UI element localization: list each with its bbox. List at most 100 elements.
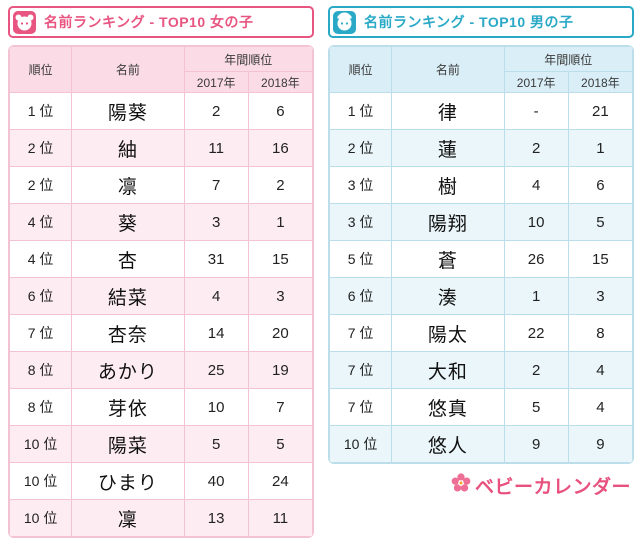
table-row: 10 位凜 13 11: [9, 499, 313, 537]
girls-title-bar: 名前ランキング - TOP10 女の子: [8, 6, 314, 38]
girls-ranking-card: 名前ランキング - TOP10 女の子 順位 名前 年間順位 2017年 201…: [8, 6, 314, 538]
rank-cell: 7 位: [329, 388, 393, 426]
rank-2017-cell: 5: [503, 388, 569, 426]
rank-cell: 7 位: [9, 314, 73, 352]
rank-cell: 6 位: [9, 277, 73, 315]
rank-2018-cell: 8: [567, 314, 633, 352]
rank-cell: 10 位: [9, 499, 73, 537]
table-row: 5 位蒼 26 15: [329, 240, 633, 278]
girl-face-icon: [13, 10, 36, 34]
rank-2017-cell: 9: [503, 425, 569, 463]
rank-cell: 8 位: [9, 388, 73, 426]
table-row: 6 位結菜 4 3: [9, 277, 313, 315]
rank-2018-cell: 20: [247, 314, 313, 352]
rank-2017-cell: 22: [503, 314, 569, 352]
rank-2018-cell: 6: [567, 166, 633, 204]
name-cell: 紬: [71, 129, 185, 167]
rank-2017-cell: 4: [503, 166, 569, 204]
name-cell: 大和: [391, 351, 505, 389]
rank-2017-cell: 26: [503, 240, 569, 278]
table-row: 1 位律 -21: [329, 92, 633, 130]
rank-2017-cell: 5: [183, 425, 249, 463]
rank-2018-cell: 2: [247, 166, 313, 204]
rank-cell: 8 位: [9, 351, 73, 389]
name-cell: 悠真: [391, 388, 505, 426]
rank-cell: 7 位: [329, 314, 393, 352]
rank-cell: 10 位: [9, 462, 73, 500]
year-2017-header: 2017年: [503, 71, 569, 93]
name-cell: 杏奈: [71, 314, 185, 352]
name-cell: 結菜: [71, 277, 185, 315]
boy-face-icon: [333, 10, 356, 34]
table-row: 7 位陽太 22 8: [329, 314, 633, 352]
rank-2017-cell: 3: [183, 203, 249, 241]
girls-title: 名前ランキング - TOP10 女の子: [44, 14, 254, 30]
table-row: 7 位杏奈 14 20: [9, 314, 313, 352]
rank-cell: 10 位: [9, 425, 73, 463]
table-row: 7 位悠真 5 4: [329, 388, 633, 426]
rank-cell: 3 位: [329, 203, 393, 241]
rank-2018-cell: 6: [247, 92, 313, 130]
name-cell: ひまり: [71, 462, 185, 500]
name-cell: あかり: [71, 351, 185, 389]
table-row: 10 位悠人 9 9: [329, 425, 633, 463]
name-cell: 凜: [71, 499, 185, 537]
name-cell: 律: [391, 92, 505, 130]
table-row: 2 位紬 11 16: [9, 129, 313, 167]
name-cell: 芽依: [71, 388, 185, 426]
table-row: 3 位陽翔 10 5: [329, 203, 633, 241]
name-cell: 杏: [71, 240, 185, 278]
year-2017-header: 2017年: [183, 71, 249, 93]
table-row: 8 位あかり 25 19: [9, 351, 313, 389]
logo-text: ベビーカレンダー: [474, 477, 631, 498]
year-2018-header: 2018年: [247, 71, 313, 93]
name-cell: 悠人: [391, 425, 505, 463]
name-header: 名前: [71, 46, 185, 93]
name-cell: 湊: [391, 277, 505, 315]
table-row: 1 位陽葵 2 6: [9, 92, 313, 130]
rank-2017-cell: 10: [503, 203, 569, 241]
rank-2018-cell: 11: [247, 499, 313, 537]
name-cell: 陽葵: [71, 92, 185, 130]
table-row: 7 位大和 2 4: [329, 351, 633, 389]
rank-2017-cell: 25: [183, 351, 249, 389]
rank-2018-cell: 19: [247, 351, 313, 389]
name-cell: 樹: [391, 166, 505, 204]
name-cell: 凛: [71, 166, 185, 204]
annual-rank-header: 年間順位: [183, 46, 313, 72]
rank-2017-cell: 31: [183, 240, 249, 278]
name-cell: 陽菜: [71, 425, 185, 463]
rank-2018-cell: 4: [567, 388, 633, 426]
rank-2018-cell: 15: [567, 240, 633, 278]
annual-rank-header: 年間順位: [503, 46, 633, 72]
rank-cell: 1 位: [9, 92, 73, 130]
rank-header: 順位: [329, 46, 393, 93]
table-row: 8 位芽依 10 7: [9, 388, 313, 426]
name-cell: 蒼: [391, 240, 505, 278]
name-cell: 陽太: [391, 314, 505, 352]
rank-2018-cell: 3: [247, 277, 313, 315]
rank-2017-cell: 11: [183, 129, 249, 167]
name-cell: 蓮: [391, 129, 505, 167]
rank-cell: 10 位: [329, 425, 393, 463]
rank-2018-cell: 9: [567, 425, 633, 463]
rank-2018-cell: 3: [567, 277, 633, 315]
rank-2018-cell: 5: [247, 425, 313, 463]
name-cell: 葵: [71, 203, 185, 241]
name-header: 名前: [391, 46, 505, 93]
rank-2018-cell: 24: [247, 462, 313, 500]
table-row: 4 位杏 31 15: [9, 240, 313, 278]
rank-2017-cell: 4: [183, 277, 249, 315]
girls-table: 順位 名前 年間順位 2017年 2018年 1 位陽葵 2 6 2 位紬 11 16 …: [8, 45, 314, 538]
rank-2017-cell: 2: [503, 351, 569, 389]
year-2018-header: 2018年: [567, 71, 633, 93]
table-row: 10 位ひまり 40 24: [9, 462, 313, 500]
flower-icon: [450, 472, 472, 499]
name-cell: 陽翔: [391, 203, 505, 241]
rank-cell: 4 位: [9, 203, 73, 241]
